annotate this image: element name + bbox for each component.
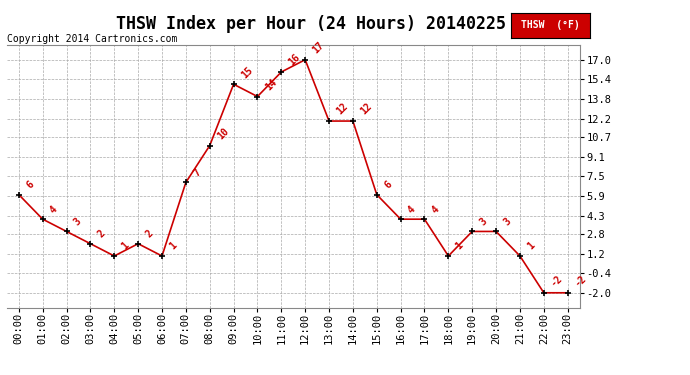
Text: 4: 4 bbox=[406, 204, 417, 215]
Text: 3: 3 bbox=[477, 216, 489, 227]
Text: 16: 16 bbox=[287, 53, 302, 68]
Text: 2: 2 bbox=[96, 228, 107, 240]
Text: 6: 6 bbox=[24, 179, 36, 190]
Text: THSW  (°F): THSW (°F) bbox=[521, 20, 580, 30]
Text: 3: 3 bbox=[502, 216, 513, 227]
Text: Copyright 2014 Cartronics.com: Copyright 2014 Cartronics.com bbox=[7, 34, 177, 44]
Text: 6: 6 bbox=[382, 179, 393, 190]
Text: 17: 17 bbox=[310, 40, 326, 56]
Text: 10: 10 bbox=[215, 126, 230, 141]
Text: 7: 7 bbox=[191, 167, 203, 178]
Text: 2: 2 bbox=[144, 228, 155, 240]
Text: 12: 12 bbox=[335, 102, 350, 117]
Text: 1: 1 bbox=[120, 241, 131, 252]
Text: 1: 1 bbox=[526, 241, 537, 252]
Text: 14: 14 bbox=[263, 77, 278, 92]
Text: 1: 1 bbox=[454, 241, 465, 252]
Text: 1: 1 bbox=[168, 241, 179, 252]
Text: 12: 12 bbox=[359, 102, 374, 117]
Text: 15: 15 bbox=[239, 65, 255, 80]
Text: 4: 4 bbox=[48, 204, 59, 215]
Text: THSW Index per Hour (24 Hours) 20140225: THSW Index per Hour (24 Hours) 20140225 bbox=[115, 15, 506, 33]
Text: 4: 4 bbox=[430, 204, 442, 215]
Text: -2: -2 bbox=[549, 273, 564, 289]
Text: -2: -2 bbox=[573, 273, 589, 289]
Text: 3: 3 bbox=[72, 216, 83, 227]
